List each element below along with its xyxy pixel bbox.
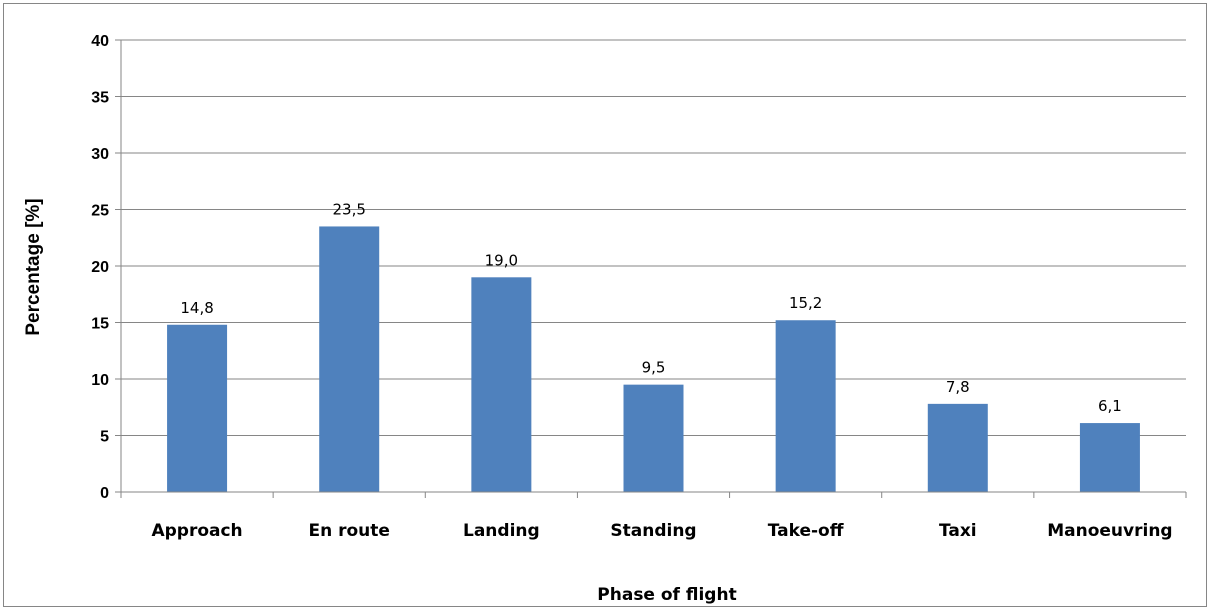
x-tick-label: Taxi: [939, 521, 977, 541]
bar-taxi: [927, 403, 988, 492]
data-label: 6,1: [1098, 397, 1122, 415]
data-label: 23,5: [333, 200, 366, 218]
axes: 0 5 10 15 20 25 30 35 40 Approach En route Landing S…: [91, 33, 1187, 541]
data-labels: 14,8 23,5 19,0 9,5 15,2 7,8 6,1: [180, 200, 1121, 415]
gridlines: [121, 39, 1186, 436]
data-label: 19,0: [485, 251, 518, 269]
data-label: 9,5: [642, 359, 666, 377]
x-tick-label: Standing: [610, 521, 696, 541]
y-tick-label: 15: [91, 316, 109, 333]
bar-standing: [623, 384, 684, 492]
bar-approach: [167, 324, 228, 492]
bar-manoeuvring: [1079, 423, 1140, 492]
y-tick-label: 40: [91, 33, 109, 50]
y-tick-label: 0: [100, 485, 109, 502]
y-tick-label: 25: [91, 203, 109, 220]
x-tick-label: Landing: [463, 521, 540, 541]
bar-en-route: [319, 226, 380, 492]
y-tick-label: 30: [91, 146, 109, 163]
y-axis-title: Percentage [%]: [23, 198, 44, 335]
data-label: 7,8: [946, 378, 970, 396]
data-label: 14,8: [180, 299, 213, 317]
y-tick-label: 35: [91, 90, 109, 107]
x-tick-label: Take-off: [768, 521, 844, 541]
data-label: 15,2: [789, 294, 822, 312]
x-tick-label: En route: [308, 521, 389, 541]
bars: [167, 226, 1140, 492]
y-tick-label: 10: [91, 372, 109, 389]
chart-frame: [3, 3, 1207, 607]
x-tick-label: Approach: [151, 521, 242, 541]
y-tick-label: 5: [100, 429, 109, 446]
x-axis-title: Phase of flight: [597, 585, 736, 605]
bar-landing: [471, 277, 532, 492]
y-tick-label: 20: [91, 259, 109, 276]
bar-take-off: [775, 320, 836, 492]
x-tick-label: Manoeuvring: [1047, 521, 1172, 541]
